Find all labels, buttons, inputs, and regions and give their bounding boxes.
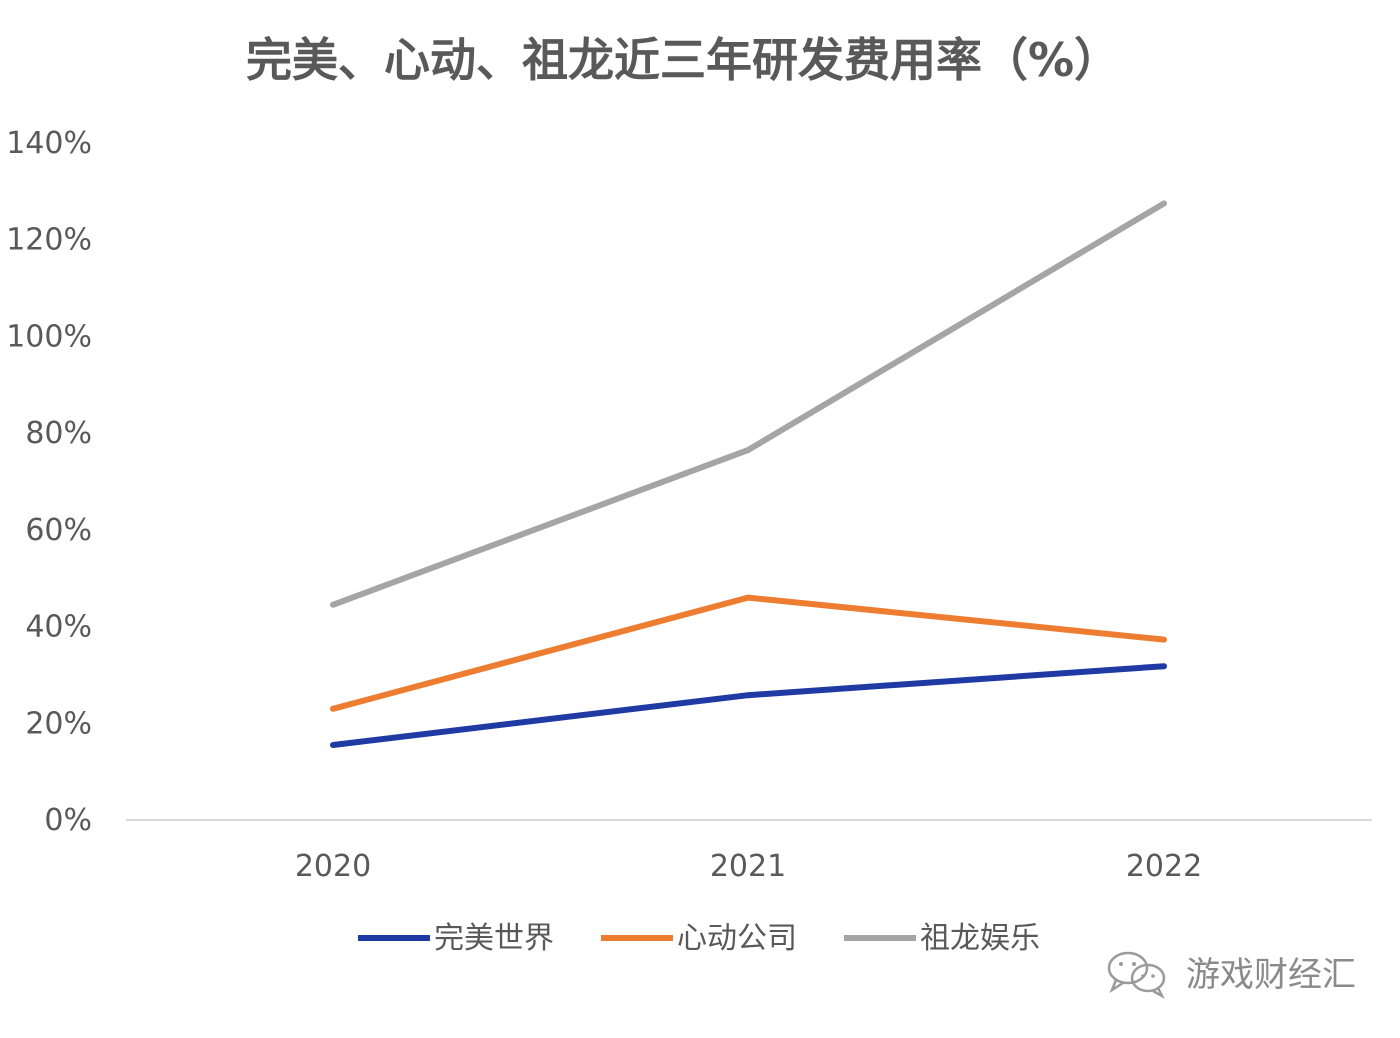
legend-label: 完美世界 [434, 921, 554, 956]
series-0-point [330, 742, 336, 748]
chart-title: 完美、心动、祖龙近三年研发费用率（%） [246, 33, 1120, 87]
y-tick-label: 100% [6, 319, 92, 354]
series-1-point [745, 594, 751, 601]
y-tick-label: 120% [6, 223, 92, 258]
y-tick-label: 80% [25, 416, 92, 451]
y-tick-label: 60% [25, 513, 92, 548]
series-lines [330, 200, 1167, 748]
series-2-point [745, 447, 751, 454]
watermark-text: 游戏财经汇 [1186, 955, 1356, 995]
series-1-point [330, 705, 336, 712]
wechat-icon [1107, 951, 1166, 1000]
series-2-point [330, 601, 336, 608]
series-0-point [745, 692, 751, 699]
y-tick-label: 0% [44, 803, 92, 838]
y-axis: 0% 20% 40% 60% 80% 100% 120% 140% [6, 126, 92, 838]
x-tick-label: 2020 [295, 849, 371, 884]
legend-label: 祖龙娱乐 [920, 921, 1040, 956]
series-2-point [1161, 200, 1167, 207]
legend-label: 心动公司 [677, 921, 797, 956]
series-1-point [1161, 636, 1167, 643]
y-tick-label: 20% [25, 706, 92, 741]
x-tick-label: 2021 [710, 849, 786, 884]
x-tick-label: 2022 [1126, 849, 1202, 884]
legend: 完美世界 心动公司 祖龙娱乐 [358, 921, 1040, 956]
x-axis: 2020 2021 2022 [295, 849, 1202, 884]
series-line-1 [332, 594, 1165, 712]
series-line-2 [331, 200, 1166, 608]
series-0-point [1161, 663, 1167, 670]
y-tick-label: 140% [6, 126, 92, 161]
watermark: 游戏财经汇 [1107, 951, 1356, 1000]
y-tick-label: 40% [25, 610, 92, 645]
